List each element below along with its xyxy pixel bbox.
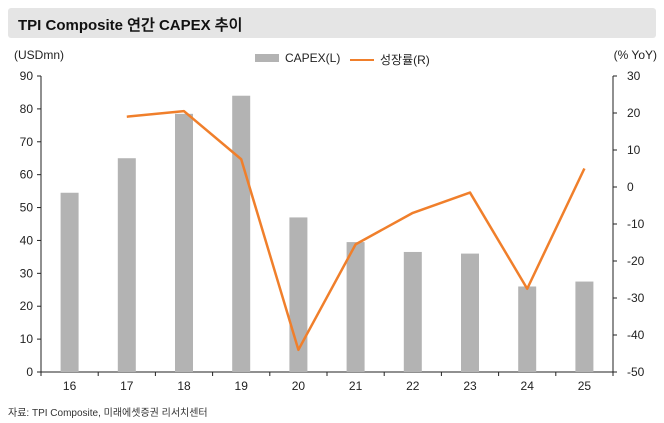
x-axis-tick-label: 21 — [349, 379, 363, 393]
chart-title: TPI Composite 연간 CAPEX 추이 — [18, 17, 243, 34]
legend-label-growth: 성장률(R) — [380, 53, 430, 67]
left-axis-tick-label: 80 — [20, 102, 34, 116]
right-axis-tick-label: 30 — [627, 69, 641, 83]
left-axis-tick-label: 70 — [20, 135, 34, 149]
capex-bar — [232, 95, 251, 372]
legend-item-capex: CAPEX(L) — [255, 51, 340, 65]
left-axis-tick-label: 90 — [20, 69, 34, 83]
capex-bar — [575, 281, 594, 372]
right-axis-tick-label: 10 — [627, 143, 641, 157]
x-axis-tick-label: 16 — [63, 379, 77, 393]
right-axis-tick-label: 20 — [627, 106, 641, 120]
legend-label-capex: CAPEX(L) — [285, 51, 341, 65]
legend-item-growth: 성장률(R) — [350, 51, 430, 68]
x-axis-tick-label: 20 — [292, 379, 306, 393]
right-axis-unit: (% YoY) — [613, 48, 657, 62]
left-axis-tick-label: 50 — [20, 201, 34, 215]
capex-bar — [175, 113, 193, 373]
left-axis-tick-label: 60 — [20, 168, 34, 182]
right-axis-tick-label: -30 — [627, 291, 645, 305]
legend-swatch-line — [350, 58, 374, 61]
left-axis-tick-label: 10 — [20, 332, 34, 346]
capex-bar — [403, 251, 422, 372]
capex-bar — [117, 158, 136, 372]
x-axis-tick-label: 22 — [406, 379, 420, 393]
capex-bar — [346, 242, 365, 372]
left-axis-tick-label: 30 — [20, 266, 34, 280]
left-axis-tick-label: 40 — [20, 233, 34, 247]
right-axis-tick-label: -50 — [627, 365, 645, 379]
capex-bar — [518, 286, 537, 372]
x-axis-tick-label: 17 — [120, 379, 134, 393]
x-axis-tick-label: 25 — [578, 379, 592, 393]
right-axis-tick-label: -10 — [627, 217, 645, 231]
right-axis-tick-label: -40 — [627, 328, 645, 342]
x-axis-tick-label: 23 — [463, 379, 477, 393]
x-axis-tick-label: 24 — [521, 379, 535, 393]
left-axis-unit: (USDmn) — [14, 48, 64, 62]
capex-bar — [60, 192, 79, 372]
legend-swatch-bar — [255, 54, 279, 62]
left-axis-tick-label: 0 — [26, 365, 33, 379]
title-bar: TPI Composite 연간 CAPEX 추이 — [8, 8, 656, 38]
x-axis-tick-label: 18 — [177, 379, 191, 393]
right-axis-tick-label: 0 — [627, 180, 634, 194]
left-axis-tick-label: 20 — [20, 299, 34, 313]
capex-bar — [461, 253, 479, 372]
source-note: 자료: TPI Composite, 미래에셋증권 리서치센터 — [8, 408, 208, 419]
right-axis-tick-label: -20 — [627, 254, 645, 268]
legend: CAPEX(L) 성장률(R) — [0, 51, 664, 67]
x-axis-tick-label: 19 — [235, 379, 249, 393]
